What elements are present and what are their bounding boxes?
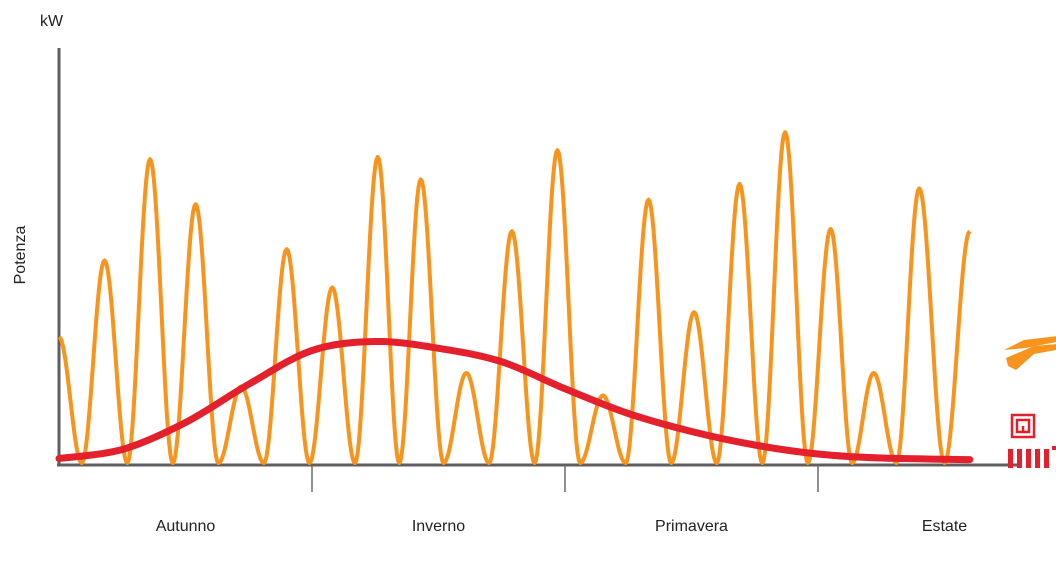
heating-demand-line [55, 337, 974, 464]
x-tick-label-autunno: Autunno [156, 518, 216, 535]
x-tick-label-inverno: Inverno [412, 518, 465, 535]
radiator-icon [1008, 446, 1056, 468]
y-unit-label: kW [40, 13, 64, 30]
y-axis-label: Potenza [12, 226, 29, 285]
solar-power-line [57, 130, 972, 465]
solar-collector-icon [1004, 336, 1056, 370]
x-tick-label-estate: Estate [922, 518, 967, 535]
underfloor-heating-icon [1010, 413, 1036, 439]
x-tick-label-primavera: Primavera [655, 518, 728, 535]
